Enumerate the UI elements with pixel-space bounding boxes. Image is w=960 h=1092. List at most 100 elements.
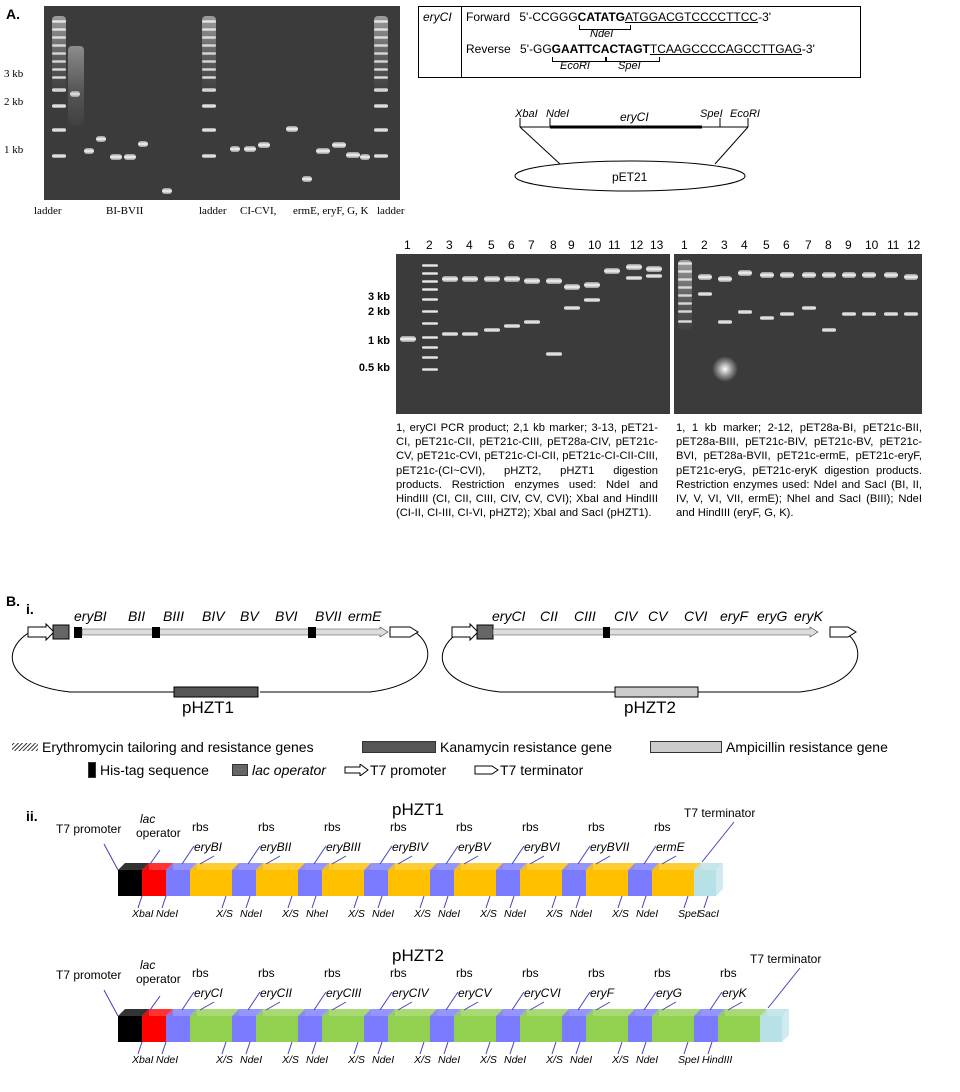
- gene-label: eryBIII: [326, 840, 361, 854]
- gel-band: [110, 154, 122, 160]
- legend-lac-text: lac operator: [252, 762, 326, 778]
- gel-band: [374, 104, 388, 108]
- gel-band: [884, 272, 898, 278]
- gel-band: [422, 298, 438, 301]
- site-pointer: [485, 895, 491, 909]
- site-pointer: [245, 1041, 251, 1055]
- rbs-label: rbs: [456, 966, 473, 980]
- gel-band: [244, 146, 256, 152]
- gel2-lane-number: 1: [404, 238, 411, 252]
- gel-band: [604, 268, 620, 274]
- t7-promoter-pointer: [103, 989, 119, 1017]
- restriction-site-label: X/S: [546, 908, 563, 920]
- gel1-label-ladder2: ladder: [199, 205, 227, 217]
- legend-t7p-text: T7 promoter: [370, 762, 447, 778]
- gel-band: [52, 104, 66, 108]
- gel3-lane-number: 11: [887, 238, 900, 252]
- gene-label: eryCI: [194, 986, 223, 1000]
- gene-label: eryBII: [260, 840, 292, 854]
- reverse-prefix: 5'-GG: [520, 42, 552, 56]
- gel-band: [346, 152, 360, 158]
- gel1-size-1kb: 1 kb: [4, 144, 24, 156]
- legend-kan-swatch: [362, 741, 436, 753]
- site-pointer: [551, 895, 557, 909]
- gel-band: [564, 306, 580, 310]
- gel-glow: [712, 356, 738, 382]
- gel-band: [138, 141, 148, 147]
- t7-terminator-block: [694, 863, 723, 896]
- plasmid2-gene-label: eryK: [794, 608, 823, 624]
- restriction-site-label: NdeI: [156, 1054, 179, 1066]
- plasmid2-t7-promoter-icon: [451, 622, 479, 642]
- site-pointer: [377, 895, 383, 909]
- gel-band: [442, 332, 458, 336]
- lac-label: lac: [140, 812, 156, 826]
- reverse-enzyme-2: SpeI: [618, 60, 641, 72]
- primer-gene: eryCI: [418, 6, 462, 78]
- gel-smear: [68, 46, 84, 126]
- plasmid1-gene-label: BIV: [202, 608, 225, 624]
- legend-hatch-swatch: [12, 743, 38, 751]
- gel-band: [52, 128, 66, 132]
- gel-band: [400, 336, 416, 342]
- gene-block: [454, 863, 503, 896]
- plasmid1-gene-label: BVI: [275, 608, 298, 624]
- t7-promoter-pointer: [103, 843, 119, 871]
- gel-band: [760, 272, 774, 278]
- gel-band: [904, 274, 918, 280]
- site-pointer: [641, 895, 647, 909]
- restriction-site-label: NdeI: [504, 908, 527, 920]
- restriction-site-label: X/S: [216, 908, 233, 920]
- restriction-site-label: NdeI: [504, 1054, 527, 1066]
- vector-xba-label: XbaI: [515, 108, 538, 120]
- gel2-lane-number: 10: [588, 238, 602, 252]
- plasmid2-gene-label: CV: [648, 608, 668, 624]
- restriction-site-label: NheI: [306, 908, 329, 920]
- gel-band: [302, 176, 312, 182]
- legend-t7t: T7 terminator: [474, 762, 583, 778]
- t7-promoter-label: T7 promoter: [56, 968, 122, 982]
- gel-band: [564, 284, 580, 290]
- gel3-lane-number: 12: [907, 238, 921, 252]
- reverse-site2-bracket: [606, 57, 660, 62]
- site-pointer: [707, 1041, 713, 1055]
- gene-block: [652, 863, 701, 896]
- rbs-label: rbs: [192, 820, 209, 834]
- gel2-size-05kb: 0.5 kb: [358, 362, 390, 374]
- plasmid1-gene-label: BII: [128, 608, 146, 624]
- plasmid1-backbone: [12, 631, 429, 693]
- plasmid2-gene-label: eryG: [757, 608, 788, 624]
- gene-block: [520, 1009, 569, 1042]
- plasmid2-amp-gene: [614, 686, 699, 698]
- reverse-site-1: GAATTC: [551, 42, 601, 56]
- gene-pointer: [463, 855, 479, 865]
- gene-pointer: [199, 855, 215, 865]
- rbs-pointer: [577, 845, 591, 865]
- forward-label: Forward: [466, 10, 511, 24]
- site-pointer: [137, 895, 143, 909]
- t7-terminator-block: [760, 1009, 789, 1042]
- gel-band: [422, 336, 438, 339]
- gel-band: [802, 306, 816, 310]
- plasmid1-histag-3: [308, 627, 316, 638]
- plasmid1-gene-array: [81, 626, 389, 638]
- gene-block: [520, 863, 569, 896]
- gel-band: [462, 332, 478, 336]
- gel-band: [504, 324, 520, 328]
- gel3-lane-number: 1: [681, 238, 688, 252]
- gel-band: [286, 126, 298, 132]
- gel-band: [822, 328, 836, 332]
- plasmid2-gene-array: [492, 626, 819, 638]
- gene-pointer: [727, 1001, 743, 1011]
- gel2-lane-number: 11: [608, 238, 621, 252]
- restriction-site-label: NdeI: [570, 908, 593, 920]
- site-pointer: [485, 1041, 491, 1055]
- gel-band: [422, 280, 438, 283]
- restriction-site-label: NdeI: [636, 908, 659, 920]
- gel2-lane-number: 9: [568, 238, 575, 252]
- rbs-label: rbs: [192, 966, 209, 980]
- rbs-label: rbs: [390, 820, 407, 834]
- legend-kan-text: Kanamycin resistance gene: [440, 739, 612, 755]
- gene-block: [190, 863, 239, 896]
- gel-band: [360, 154, 370, 160]
